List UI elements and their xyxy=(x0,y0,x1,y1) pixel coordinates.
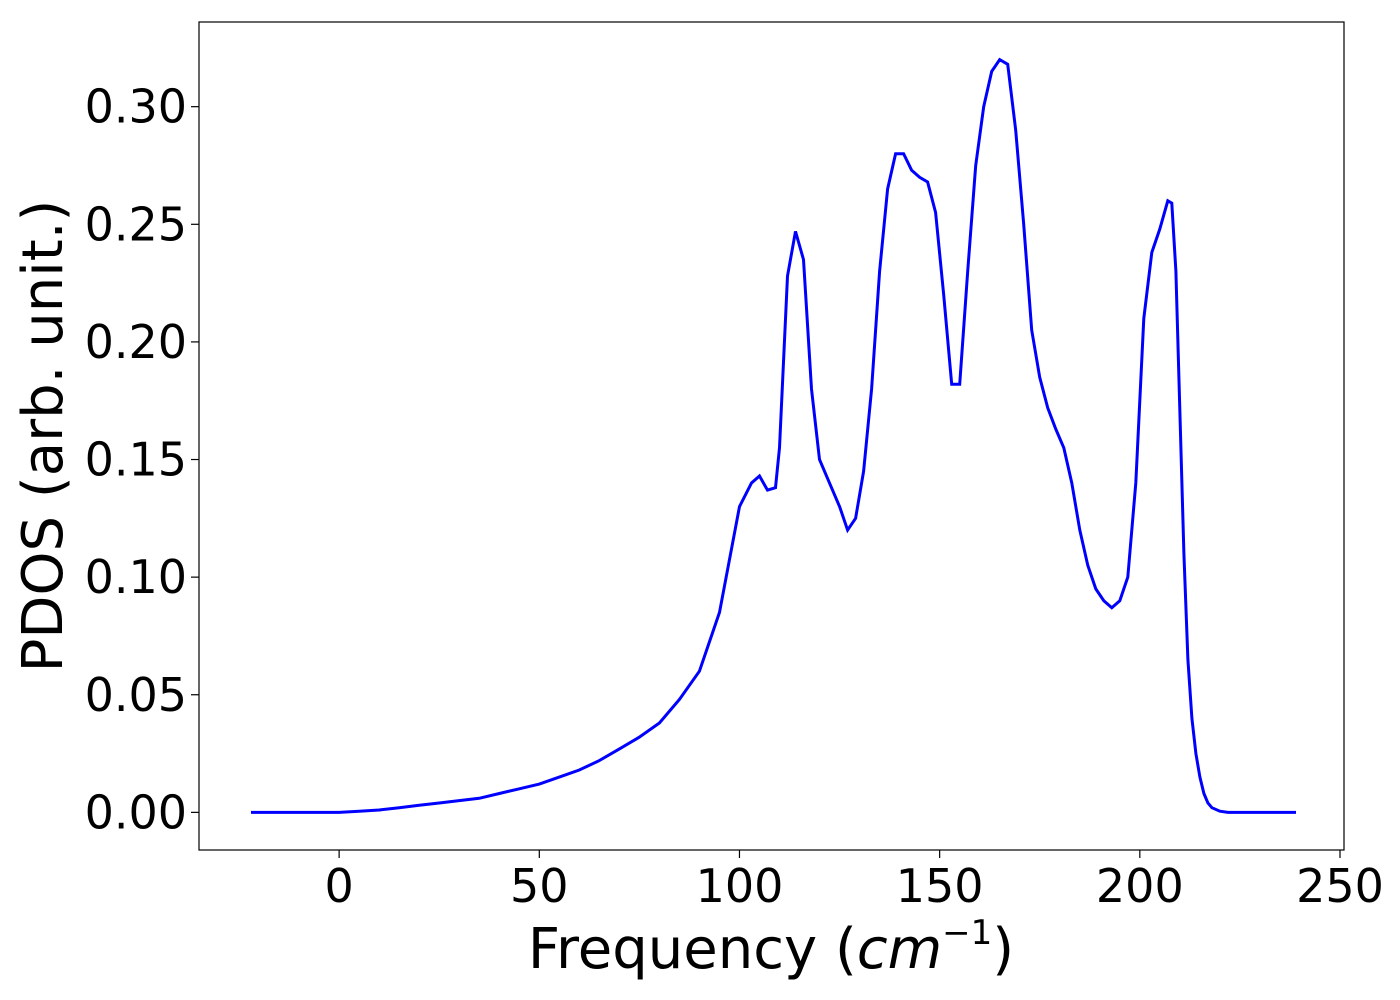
y-tick-label: 0.05 xyxy=(85,668,187,722)
y-axis-label: PDOS (arb. unit.) xyxy=(11,200,76,673)
plot-frame xyxy=(198,21,1345,851)
y-tick-label: 0.10 xyxy=(85,550,187,604)
y-tick-label: 0.00 xyxy=(85,785,187,839)
y-tick-label: 0.15 xyxy=(85,433,187,487)
x-tick-label: 100 xyxy=(696,859,784,913)
x-tick-label: 0 xyxy=(324,859,353,913)
x-tick-label: 50 xyxy=(510,859,569,913)
y-axis: 0.00 0.05 0.10 0.15 0.20 0.25 0.30 xyxy=(85,80,199,839)
x-tick-label: 150 xyxy=(896,859,984,913)
x-tick-label: 200 xyxy=(1096,859,1184,913)
x-axis-label: Frequency (cm−1) xyxy=(528,913,1014,982)
y-tick-label: 0.30 xyxy=(85,80,187,134)
y-tick-label: 0.20 xyxy=(85,315,187,369)
plot-area xyxy=(251,57,1296,814)
x-tick-label: 250 xyxy=(1296,859,1384,913)
x-axis: 0 50 100 150 200 250 xyxy=(324,850,1384,913)
pdos-series-line xyxy=(251,57,1296,814)
y-tick-label: 0.25 xyxy=(85,197,187,251)
